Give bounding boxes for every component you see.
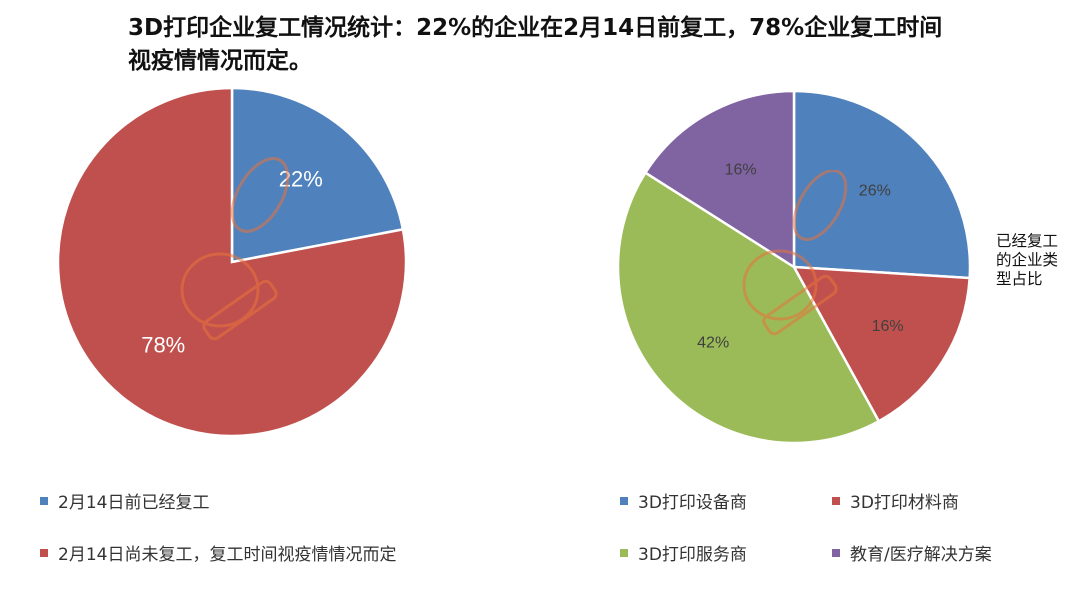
legend-swatch-red: [40, 548, 48, 557]
legend-item-services: 3D打印服务商: [620, 540, 747, 565]
chart-title: 3D打印企业复工情况统计：22%的企业在2月14日前复工，78%企业复工时间视疫…: [128, 15, 943, 74]
pie-slice-materials: [791, 265, 971, 423]
pie-chart-restart-status: 22% 78%: [56, 86, 408, 438]
data-label-materials: 16%: [872, 318, 904, 335]
data-label-education-medical: 16%: [725, 161, 757, 178]
legend-label: 3D打印材料商: [850, 493, 959, 513]
legend-item-restarted: 2月14日前已经复工: [40, 488, 209, 513]
legend-label: 教育/医疗解决方案: [850, 545, 992, 565]
legend-swatch-blue: [40, 496, 48, 505]
data-label-not-restarted: 78%: [141, 333, 185, 358]
legend-label: 3D打印设备商: [638, 493, 747, 513]
legend-item-not-restarted: 2月14日尚未复工，复工时间视疫情情况而定: [40, 540, 396, 565]
legend-label: 3D打印服务商: [638, 545, 747, 565]
legend-item-materials: 3D打印材料商: [832, 488, 959, 513]
pie-chart-company-types: 26% 16% 42% 16%: [616, 89, 972, 445]
data-label-restarted: 22%: [279, 166, 323, 191]
legend-item-equipment: 3D打印设备商: [620, 488, 747, 513]
legend-swatch-blue: [620, 496, 628, 505]
data-label-equipment: 26%: [859, 183, 891, 200]
legend-swatch-green: [620, 548, 628, 557]
data-label-services: 42%: [697, 334, 729, 351]
legend-label: 2月14日前已经复工: [58, 493, 210, 513]
pie-slice-education-medical: [643, 89, 796, 270]
legend-swatch-red: [832, 496, 840, 505]
legend-swatch-purple: [832, 548, 840, 557]
pie2-side-label: 已经复工的企业类型占比: [996, 232, 1059, 288]
legend-item-education-medical: 教育/医疗解决方案: [832, 540, 992, 565]
legend-label: 2月14日尚未复工，复工时间视疫情情况而定: [58, 545, 397, 565]
